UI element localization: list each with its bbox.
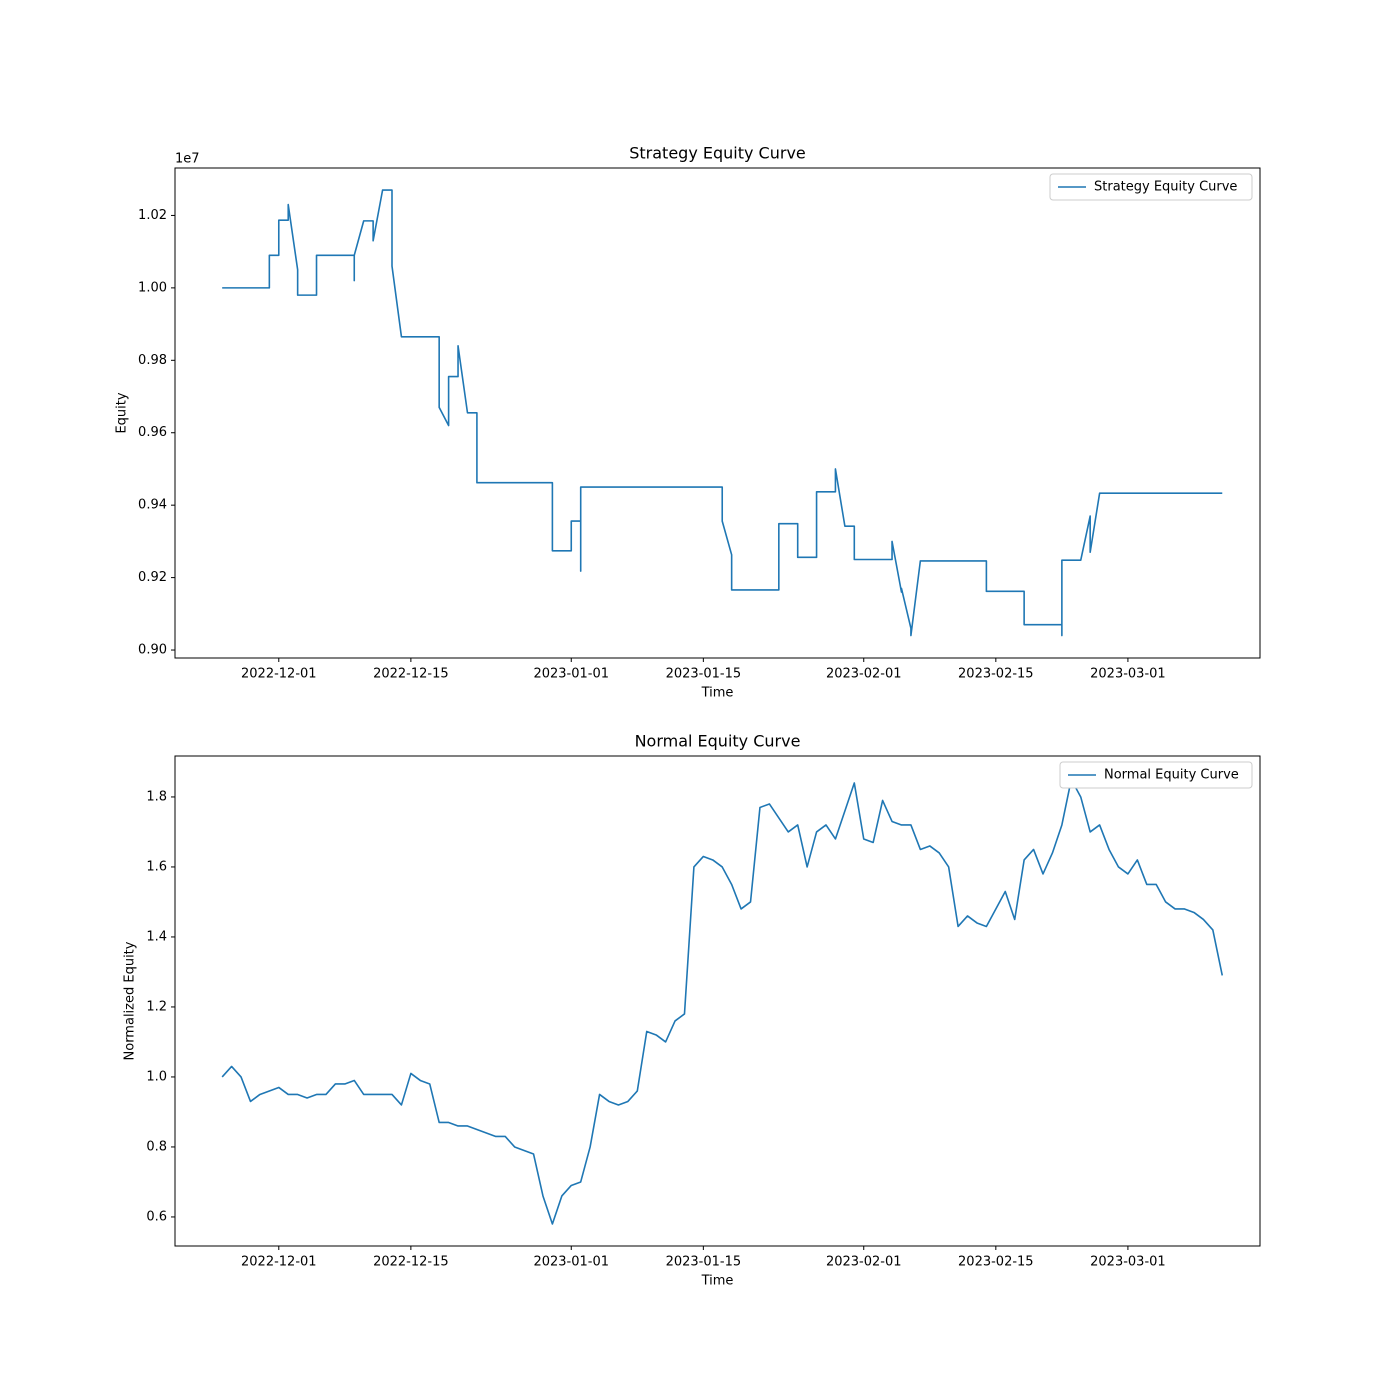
x-tick-label: 2023-02-15 (958, 1255, 1034, 1270)
x-tick-label: 2022-12-15 (373, 667, 449, 682)
x-tick-label: 2023-01-15 (666, 1255, 742, 1270)
y-tick-label: 0.98 (138, 353, 167, 368)
chart-title: Strategy Equity Curve (629, 144, 806, 163)
x-tick-label: 2023-02-01 (826, 667, 902, 682)
plot-frame (174, 755, 1261, 1247)
x-tick-label: 2023-02-15 (958, 667, 1034, 682)
y-axis-label: Normalized Equity (123, 941, 138, 1060)
y-tick-label: 1.0 (146, 1069, 167, 1084)
x-axis-label: Time (701, 1274, 734, 1289)
y-tick-label: 0.6 (146, 1209, 167, 1224)
equity-line (222, 189, 1223, 637)
legend-label: Normal Equity Curve (1104, 768, 1239, 783)
legend-box (1059, 761, 1253, 789)
y-tick-label: 0.8 (146, 1139, 167, 1154)
x-axis-label: Time (701, 686, 734, 701)
y-tick-label: 0.94 (138, 498, 167, 513)
y-tick-label: 0.90 (138, 643, 167, 658)
y-tick-label: 1.02 (138, 208, 167, 223)
y-tick-label: 0.96 (138, 425, 167, 440)
y-tick-label: 1.4 (146, 929, 167, 944)
x-tick-label: 2022-12-01 (241, 667, 317, 682)
x-tick-label: 2023-02-01 (826, 1255, 902, 1270)
y-tick-label: 1.6 (146, 859, 167, 874)
x-tick-label: 2023-01-01 (533, 667, 609, 682)
y-axis-label: Equity (115, 392, 130, 433)
x-tick-label: 2023-01-15 (666, 667, 742, 682)
y-tick-label: 0.92 (138, 570, 167, 585)
equity-line (221, 778, 1224, 1225)
x-tick-label: 2023-03-01 (1090, 1255, 1166, 1270)
x-tick-label: 2022-12-15 (373, 1255, 449, 1270)
offset-label: 1e7 (175, 152, 200, 167)
y-tick-label: 1.8 (146, 789, 167, 804)
chart-title: Normal Equity Curve (635, 732, 801, 751)
plot-frame (174, 167, 1261, 659)
legend-box (1049, 173, 1253, 201)
x-tick-label: 2022-12-01 (241, 1255, 317, 1270)
x-tick-label: 2023-01-01 (533, 1255, 609, 1270)
y-tick-label: 1.2 (146, 999, 167, 1014)
y-tick-label: 1.00 (138, 280, 167, 295)
legend-label: Strategy Equity Curve (1094, 180, 1237, 195)
x-tick-label: 2023-03-01 (1090, 667, 1166, 682)
